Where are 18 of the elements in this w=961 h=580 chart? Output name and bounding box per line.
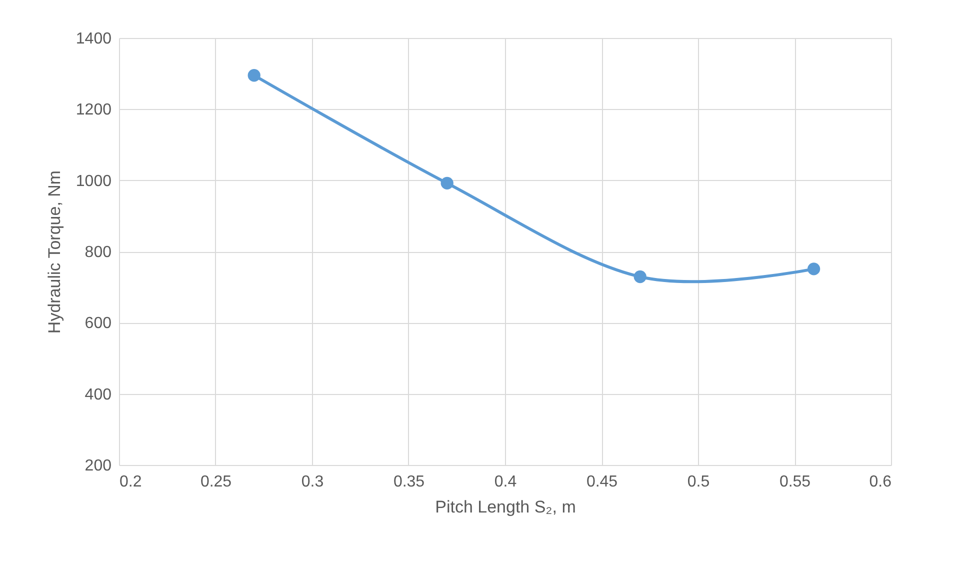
y-tick-label: 200	[84, 458, 112, 474]
y-tick-label: 800	[84, 244, 112, 261]
y-tick-label: 1200	[76, 102, 112, 119]
x-tick-label: 0.35	[393, 474, 425, 490]
x-tick-label: 0.5	[687, 474, 710, 490]
x-tick-label: 0.45	[586, 474, 618, 490]
x-tick-label: 0.3	[301, 474, 324, 490]
y-tick-label: 600	[84, 315, 112, 332]
x-tick-label: 0.25	[200, 474, 232, 490]
y-tick-label: 1000	[76, 172, 112, 190]
y-tick-label: 1400	[76, 30, 112, 48]
y-axis-title: Hydraulic Torque, Nm	[44, 170, 64, 334]
x-tick-label: 0.4	[494, 474, 517, 490]
y-tick-label: 400	[84, 386, 112, 404]
x-tick-label: 0.55	[779, 474, 811, 490]
x-axis-title: Pitch Length S₂, m	[435, 498, 576, 516]
x-tick-label: 0.6	[869, 474, 892, 490]
x-tick-label: 0.2	[120, 474, 142, 490]
